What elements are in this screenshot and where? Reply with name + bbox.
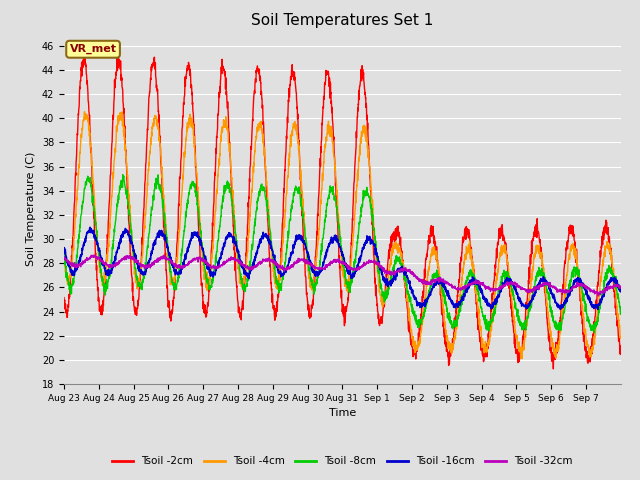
Tsoil -16cm bbox=[617, 287, 625, 293]
Line: Tsoil -16cm: Tsoil -16cm bbox=[64, 228, 621, 310]
Tsoil -16cm bbox=[60, 246, 68, 252]
Tsoil -2cm bbox=[60, 295, 68, 300]
Tsoil -32cm bbox=[609, 284, 617, 290]
Tsoil -32cm bbox=[617, 285, 625, 291]
Tsoil -16cm bbox=[609, 276, 617, 282]
Tsoil -8cm bbox=[376, 280, 384, 286]
Tsoil -8cm bbox=[617, 304, 625, 310]
Tsoil -16cm bbox=[594, 307, 602, 312]
Tsoil -32cm bbox=[595, 293, 602, 299]
Tsoil -4cm bbox=[518, 356, 525, 361]
Tsoil -32cm bbox=[510, 282, 518, 288]
Tsoil -32cm bbox=[60, 254, 68, 260]
Tsoil -16cm bbox=[542, 279, 550, 285]
Tsoil -4cm bbox=[542, 288, 550, 294]
Tsoil -4cm bbox=[116, 114, 124, 120]
Tsoil -16cm bbox=[236, 259, 244, 265]
Tsoil -8cm bbox=[60, 249, 68, 254]
Tsoil -4cm bbox=[617, 335, 625, 340]
Legend: Tsoil -2cm, Tsoil -4cm, Tsoil -8cm, Tsoil -16cm, Tsoil -32cm: Tsoil -2cm, Tsoil -4cm, Tsoil -8cm, Tsoi… bbox=[108, 452, 577, 470]
Tsoil -32cm bbox=[542, 281, 550, 287]
Tsoil -32cm bbox=[376, 263, 384, 269]
Tsoil -32cm bbox=[236, 260, 244, 265]
Tsoil -2cm bbox=[236, 313, 244, 319]
Tsoil -16cm bbox=[86, 225, 94, 230]
Tsoil -32cm bbox=[89, 252, 97, 258]
Tsoil -4cm bbox=[609, 273, 617, 278]
Tsoil -2cm bbox=[550, 366, 557, 372]
Tsoil -4cm bbox=[60, 250, 68, 255]
Tsoil -4cm bbox=[376, 290, 384, 296]
Line: Tsoil -32cm: Tsoil -32cm bbox=[64, 255, 621, 296]
Tsoil -4cm bbox=[81, 109, 88, 115]
Line: Tsoil -2cm: Tsoil -2cm bbox=[64, 54, 621, 369]
Tsoil -2cm bbox=[80, 51, 88, 57]
Title: Soil Temperatures Set 1: Soil Temperatures Set 1 bbox=[252, 13, 433, 28]
Tsoil -4cm bbox=[236, 274, 244, 280]
Tsoil -16cm bbox=[510, 282, 518, 288]
Tsoil -16cm bbox=[116, 241, 124, 247]
Tsoil -8cm bbox=[510, 296, 518, 301]
Tsoil -2cm bbox=[542, 294, 550, 300]
Y-axis label: Soil Temperature (C): Soil Temperature (C) bbox=[26, 152, 36, 266]
Tsoil -2cm bbox=[116, 60, 124, 66]
Tsoil -2cm bbox=[617, 350, 625, 356]
Tsoil -8cm bbox=[116, 183, 124, 189]
Line: Tsoil -8cm: Tsoil -8cm bbox=[64, 175, 621, 333]
Tsoil -8cm bbox=[542, 283, 550, 289]
Text: VR_met: VR_met bbox=[70, 44, 116, 54]
Tsoil -8cm bbox=[591, 330, 598, 336]
Tsoil -8cm bbox=[119, 172, 127, 178]
Line: Tsoil -4cm: Tsoil -4cm bbox=[64, 112, 621, 359]
Tsoil -2cm bbox=[510, 330, 518, 336]
Tsoil -32cm bbox=[116, 259, 124, 265]
Tsoil -8cm bbox=[609, 271, 617, 277]
Tsoil -16cm bbox=[376, 265, 384, 271]
Tsoil -4cm bbox=[510, 318, 518, 324]
Tsoil -2cm bbox=[376, 320, 384, 326]
X-axis label: Time: Time bbox=[329, 408, 356, 418]
Tsoil -8cm bbox=[236, 269, 244, 275]
Tsoil -2cm bbox=[609, 278, 617, 284]
